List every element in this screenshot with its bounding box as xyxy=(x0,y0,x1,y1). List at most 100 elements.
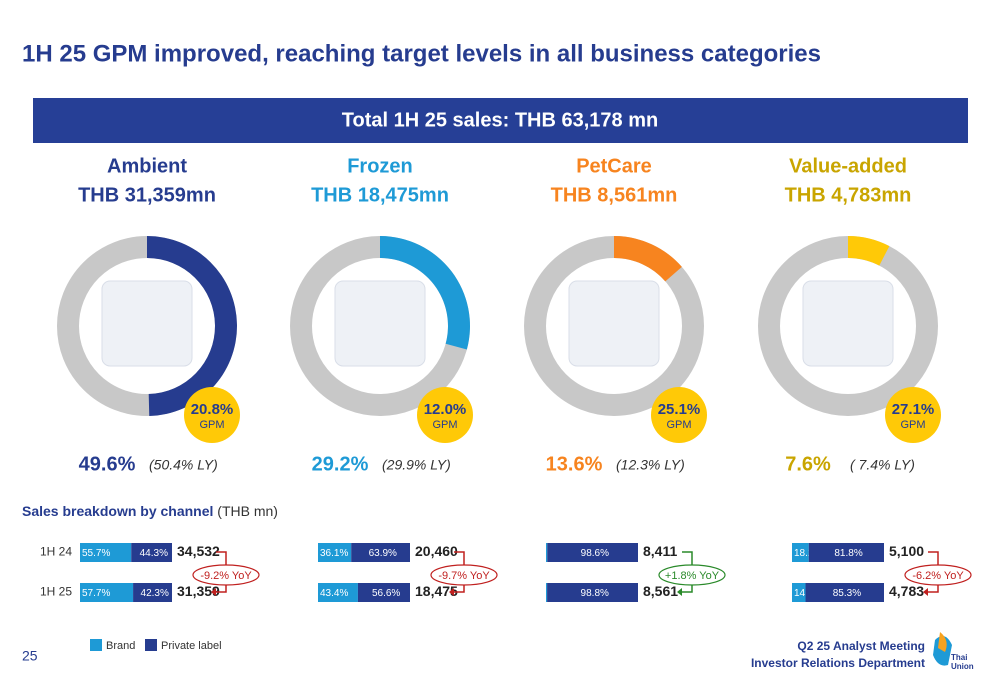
category-sales: THB 8,561mn xyxy=(551,184,678,206)
gpm-label: GPM xyxy=(432,419,457,431)
total-label: 8,411 xyxy=(643,543,677,559)
share-label: 29.2% xyxy=(312,453,369,475)
share-label: 49.6% xyxy=(79,453,136,475)
yoy-arrow xyxy=(923,588,928,596)
page-number: 25 xyxy=(22,648,38,664)
legend-label: Private label xyxy=(161,640,222,652)
bar-segment xyxy=(547,543,638,562)
row-label: 1H 24 xyxy=(40,545,72,559)
donut-slice xyxy=(614,236,682,282)
total-label: 31,359 xyxy=(177,583,220,599)
total-label: 8,561 xyxy=(643,583,678,599)
slide-title: 1H 25 GPM improved, reaching target leve… xyxy=(22,40,821,67)
gpm-value: 12.0% xyxy=(424,401,467,418)
channel-heading: Sales breakdown by channel (THB mn) xyxy=(22,503,278,519)
bar-segment xyxy=(792,543,809,562)
gpm-value: 25.1% xyxy=(658,401,701,418)
bar-segment xyxy=(546,543,548,562)
segment-label: 57.7% xyxy=(82,588,110,599)
gpm-badge xyxy=(417,387,473,443)
legend-swatch xyxy=(90,639,102,651)
yoy-label: -9.7% YoY xyxy=(438,570,490,582)
segment-label: 18.2% xyxy=(794,548,822,559)
bar-segment xyxy=(546,583,548,602)
yoy-arrow xyxy=(449,588,454,596)
gpm-label: GPM xyxy=(199,419,224,431)
bar-segment xyxy=(357,583,410,602)
segment-label: 56.6% xyxy=(372,588,400,599)
ly-label: (29.9% LY) xyxy=(382,457,451,473)
row-label: 1H 25 xyxy=(40,585,72,599)
category-title: Value-added xyxy=(789,155,907,177)
category-title: Ambient xyxy=(107,155,187,177)
gpm-badge xyxy=(651,387,707,443)
segment-label: 81.8% xyxy=(834,548,862,559)
bar-segment xyxy=(318,583,358,602)
banner-text: Total 1H 25 sales: THB 63,178 mn xyxy=(342,109,658,131)
ly-label: (12.3% LY) xyxy=(616,457,685,473)
share-label: 13.6% xyxy=(546,453,603,475)
yoy-arrow xyxy=(211,588,216,596)
category-title: Frozen xyxy=(347,155,413,177)
total-label: 18,475 xyxy=(415,583,458,599)
share-label: 7.6% xyxy=(785,453,831,475)
segment-label: 98.8% xyxy=(581,588,609,599)
yoy-badge xyxy=(192,564,260,586)
bar-segment xyxy=(318,543,352,562)
channel-unit: (THB mn) xyxy=(217,503,278,519)
yoy-badge xyxy=(658,564,726,586)
yoy-label: -6.2% YoY xyxy=(912,570,964,582)
footer-line: Investor Relations Department xyxy=(751,656,925,670)
gpm-badge xyxy=(885,387,941,443)
segment-label: 85.3% xyxy=(833,588,861,599)
yoy-badge xyxy=(904,564,972,586)
yoy-label: -9.2% YoY xyxy=(200,570,252,582)
donut-slice xyxy=(380,236,470,350)
bar-segment xyxy=(80,583,134,602)
gpm-value: 27.1% xyxy=(892,401,935,418)
total-label: 34,532 xyxy=(177,543,220,559)
total-label: 20,460 xyxy=(415,543,458,559)
gpm-label: GPM xyxy=(666,419,691,431)
footer-line: Q2 25 Analyst Meeting xyxy=(797,639,925,653)
yoy-label: +1.8% YoY xyxy=(665,570,720,582)
bar-segment xyxy=(351,543,410,562)
bar-segment xyxy=(792,583,806,602)
segment-label: 44.3% xyxy=(140,548,168,559)
segment-label: 36.1% xyxy=(320,548,348,559)
logo-shape xyxy=(933,636,952,666)
bar-segment xyxy=(133,583,172,602)
bar-segment xyxy=(80,543,132,562)
segment-label: 42.3% xyxy=(141,588,169,599)
bar-segment xyxy=(131,543,172,562)
category-title: PetCare xyxy=(576,155,652,177)
gpm-label: GPM xyxy=(900,419,925,431)
segment-label: 63.9% xyxy=(369,548,397,559)
ly-label: ( 7.4% LY) xyxy=(850,457,915,473)
yoy-badge xyxy=(430,564,498,586)
category-sales: THB 18,475mn xyxy=(311,184,449,206)
product-image xyxy=(101,280,193,367)
total-label: 5,100 xyxy=(889,543,924,559)
product-image xyxy=(334,280,426,367)
gpm-value: 20.8% xyxy=(191,401,234,418)
bar-segment xyxy=(805,583,884,602)
product-image xyxy=(802,280,894,367)
segment-label: 55.7% xyxy=(82,548,110,559)
category-sales: THB 31,359mn xyxy=(78,184,216,206)
logo-text: Union xyxy=(951,662,974,671)
bar-segment xyxy=(808,543,884,562)
product-image xyxy=(568,280,660,367)
legend-label: Brand xyxy=(106,640,135,652)
ly-label: (50.4% LY) xyxy=(149,457,218,473)
banner xyxy=(33,98,968,143)
yoy-arrow xyxy=(677,588,682,596)
logo-text: Thai xyxy=(951,653,967,662)
gpm-badge xyxy=(184,387,240,443)
segment-label: 43.4% xyxy=(320,588,348,599)
channel-heading-text: Sales breakdown by channel xyxy=(22,503,213,519)
donut-slice xyxy=(848,236,890,266)
legend-swatch xyxy=(145,639,157,651)
segment-label: 98.6% xyxy=(581,548,609,559)
